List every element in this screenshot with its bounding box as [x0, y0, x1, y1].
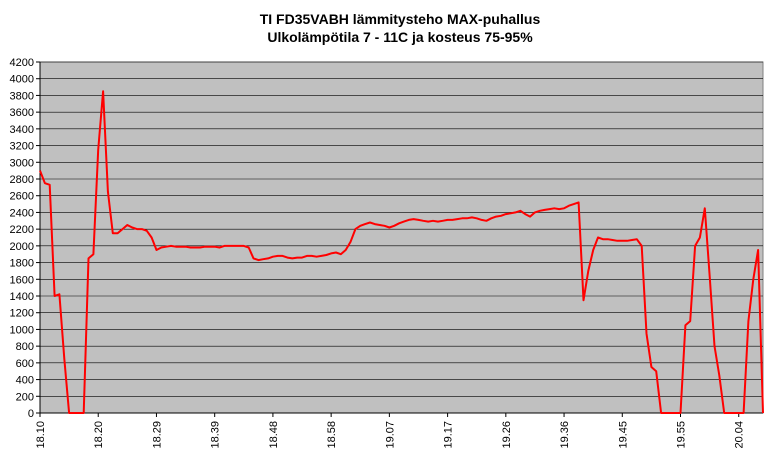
y-tick-label: 200: [16, 391, 34, 403]
y-tick-label: 3800: [10, 90, 34, 102]
y-tick-label: 4200: [10, 57, 34, 69]
chart-subtitle: Ulkolämpötila 7 - 11C ja kosteus 75-95%: [267, 29, 533, 45]
y-tick-label: 3400: [10, 124, 34, 136]
x-tick-label: 18.20: [93, 421, 105, 449]
y-tick-label: 1200: [10, 308, 34, 320]
y-tick-label: 2000: [10, 241, 34, 253]
x-tick-label: 18.48: [268, 421, 280, 449]
y-tick-label: 600: [16, 358, 34, 370]
x-tick-label: 18.10: [35, 421, 47, 449]
y-tick-label: 3200: [10, 141, 34, 153]
y-tick-label: 0: [28, 408, 34, 420]
y-tick-label: 2400: [10, 207, 34, 219]
x-tick-label: 19.26: [501, 421, 513, 449]
y-tick-label: 1800: [10, 258, 34, 270]
x-tick-label: 18.29: [151, 421, 163, 449]
x-tick-label: 19.07: [384, 421, 396, 449]
x-tick-label: 19.36: [559, 421, 571, 449]
y-tick-label: 1600: [10, 274, 34, 286]
y-tick-label: 3600: [10, 107, 34, 119]
y-tick-label: 2600: [10, 191, 34, 203]
y-tick-label: 400: [16, 375, 34, 387]
x-tick-label: 18.39: [210, 421, 222, 449]
data-line: [39, 90, 764, 414]
x-tick-label: 19.17: [443, 421, 455, 449]
y-tick-label: 800: [16, 341, 34, 353]
y-tick-label: 4000: [10, 74, 34, 86]
x-tick-label: 18.58: [326, 421, 338, 449]
y-tick-label: 3000: [10, 157, 34, 169]
x-tick-label: 19.55: [676, 421, 688, 449]
y-tick-label: 1400: [10, 291, 34, 303]
y-tick-label: 1000: [10, 324, 34, 336]
y-tick-label: 2200: [10, 224, 34, 236]
y-tick-label: 2800: [10, 174, 34, 186]
x-tick-label: 19.45: [617, 421, 629, 449]
chart-title: TI FD35VABH lämmitysteho MAX-puhallus: [260, 11, 541, 27]
plot-area: [39, 61, 764, 414]
x-tick-label: 20.04: [734, 421, 746, 449]
